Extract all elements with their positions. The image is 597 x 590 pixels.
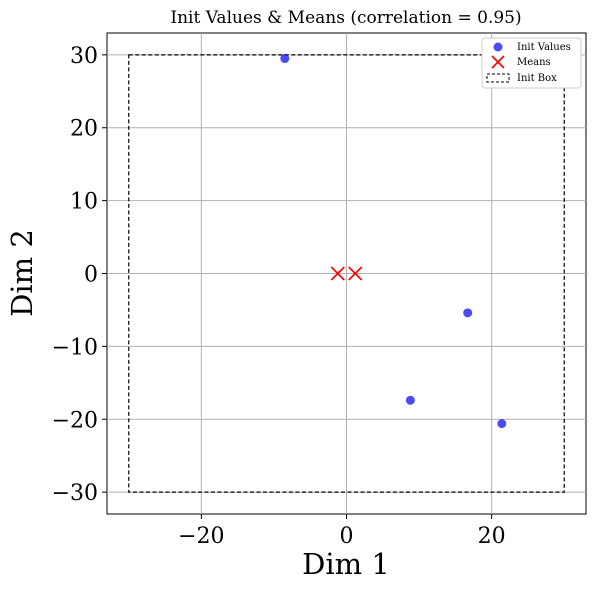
y-tick-label: 30 (70, 44, 98, 69)
y-tick-label: 10 (70, 190, 98, 215)
mean-marker (348, 266, 363, 281)
legend-marker-init-values (493, 42, 503, 52)
points-layer (280, 54, 507, 429)
mean-marker (330, 266, 345, 281)
legend-marker-means (491, 55, 505, 69)
grid (107, 33, 586, 514)
x-tick-label: 0 (340, 524, 354, 549)
legend-frame (481, 37, 582, 89)
x-tick-label: −20 (178, 524, 224, 549)
init-value-point (497, 419, 507, 429)
legend-label-init-values: Init Values (517, 42, 571, 53)
init-value-point (463, 308, 473, 318)
y-tick-label: 0 (84, 263, 98, 288)
legend-label-init-box: Init Box (517, 73, 557, 84)
y-tick-label: −30 (52, 481, 98, 506)
init-value-point (405, 395, 415, 405)
x-axis-label: Dim 1 (302, 547, 390, 581)
init-box (128, 54, 565, 493)
y-axis-label: Dim 2 (5, 229, 39, 317)
init-box-layer (128, 54, 565, 493)
y-tick-label: −10 (52, 335, 98, 360)
legend-label-means: Means (517, 57, 551, 68)
legend: Init Values Means Init Box (481, 37, 582, 89)
chart-title: Init Values & Means (correlation = 0.95) (170, 8, 521, 28)
x-tick-label: 20 (478, 524, 506, 549)
init-value-point (280, 54, 290, 64)
y-tick-label: −20 (52, 408, 98, 433)
y-tick-label: 20 (70, 117, 98, 142)
y-axis-ticks: −30 −20 −10 0 10 20 30 (52, 44, 107, 506)
x-axis-ticks: −20 0 20 (178, 514, 506, 549)
legend-marker-init-box (486, 73, 510, 83)
